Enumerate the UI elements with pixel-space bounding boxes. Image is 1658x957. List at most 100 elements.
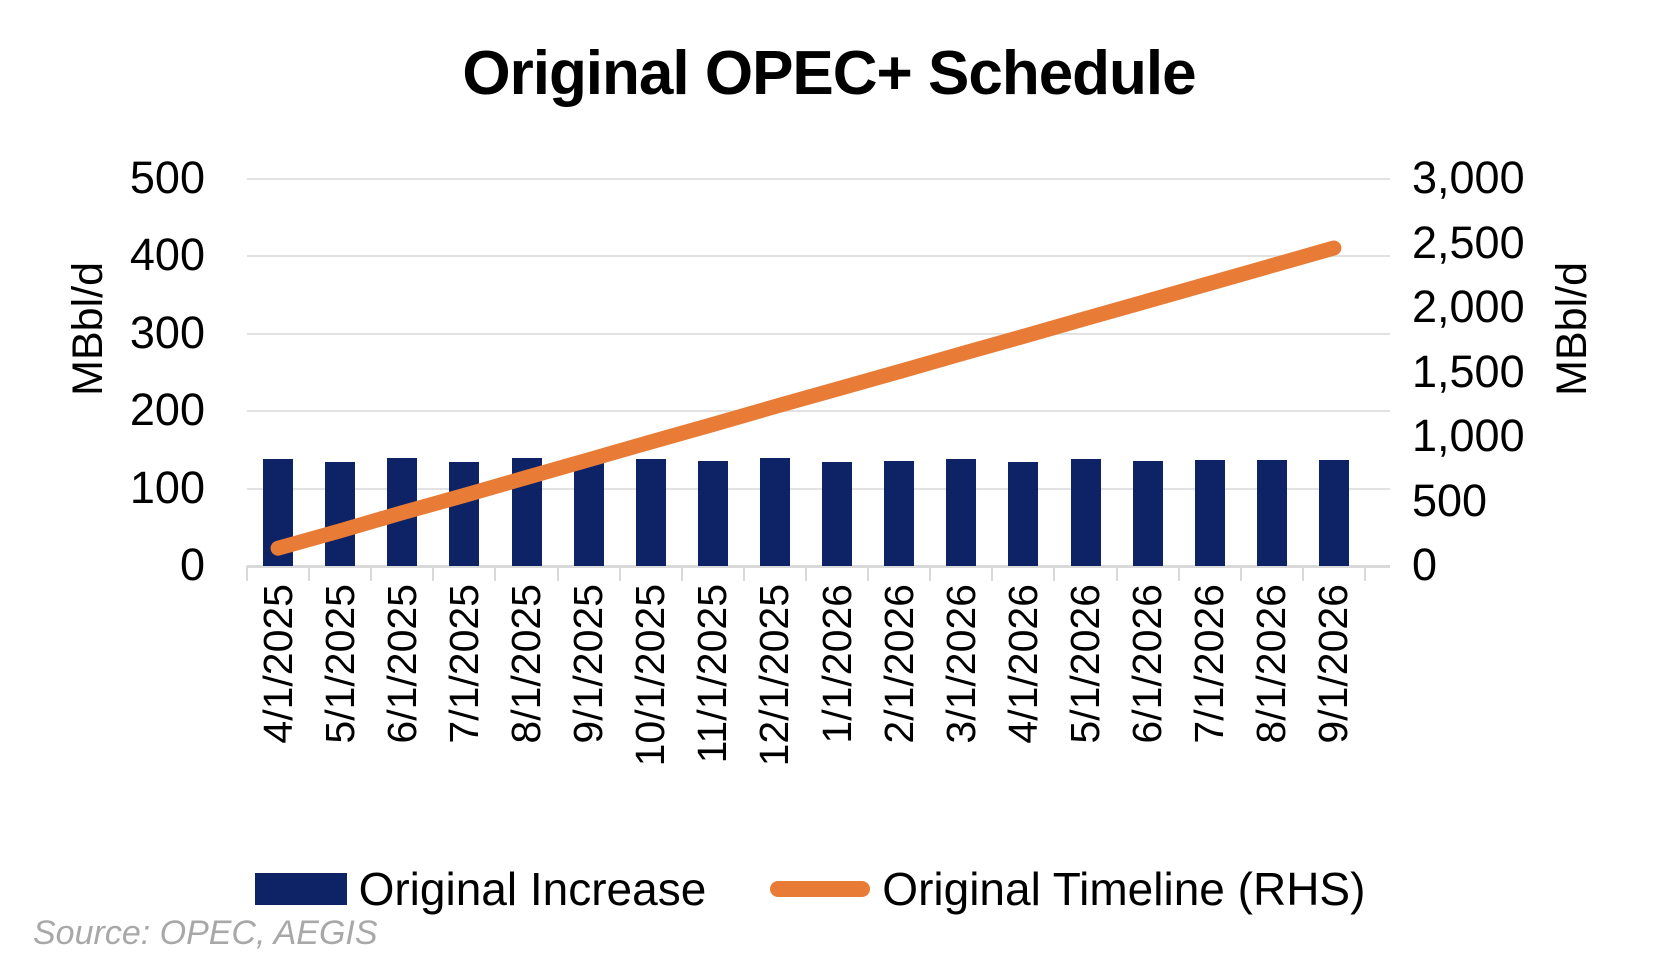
x-axis-tick-label-text: 4/1/2025: [254, 584, 301, 744]
x-axis-tick-label-text: 5/1/2025: [316, 584, 363, 744]
x-axis-tick-label: 6/1/2026: [1121, 584, 1175, 744]
x-axis-line: [247, 565, 1390, 568]
legend-bar-label: Original Increase: [358, 863, 707, 915]
legend-line-label: Original Timeline (RHS): [882, 863, 1366, 915]
gridline: [247, 487, 1390, 490]
bar-original-increase: [1318, 459, 1349, 566]
x-axis-tick: [991, 566, 994, 581]
x-axis-tick: [1115, 566, 1118, 581]
x-axis-tick-label: 5/1/2025: [313, 584, 367, 744]
chart-title: Original OPEC+ Schedule: [462, 39, 1196, 108]
y-axis-tick-label-left: 300: [129, 306, 205, 358]
y-axis-tick-label-right: 0: [1412, 538, 1438, 590]
bar-original-increase: [946, 459, 977, 566]
x-axis-tick-label: 11/1/2025: [686, 584, 740, 763]
x-axis-tick: [742, 566, 745, 581]
x-axis-tick-label-text: 4/1/2026: [999, 584, 1046, 744]
x-axis-tick-label: 5/1/2026: [1059, 584, 1113, 744]
x-axis-tick-label: 7/1/2025: [437, 584, 491, 744]
x-axis-tick-label-text: 3/1/2026: [937, 584, 984, 744]
y-axis-tick-label-right: 1,500: [1412, 345, 1525, 397]
left-axis-title: MBbl/d: [56, 262, 120, 482]
x-axis-tick: [618, 566, 621, 581]
y-axis-tick-label-right: 1,000: [1412, 409, 1525, 461]
bar-original-increase: [1008, 461, 1039, 566]
gridline: [247, 410, 1390, 413]
bar-original-increase: [325, 461, 356, 566]
x-axis-tick: [1301, 566, 1304, 581]
x-axis-tick-label-text: 1/1/2026: [813, 584, 860, 744]
x-axis-tick: [805, 566, 807, 581]
x-axis-tick: [1239, 566, 1242, 581]
bar-original-increase: [573, 459, 604, 566]
x-axis-tick-label: 3/1/2026: [934, 584, 988, 744]
y-axis-tick-label-left: 200: [129, 384, 205, 436]
legend-bar-swatch: [254, 873, 347, 905]
x-axis-tick-label: 4/1/2026: [996, 584, 1050, 744]
x-axis-tick: [494, 566, 497, 581]
x-axis-tick: [1053, 566, 1056, 581]
gridline: [247, 332, 1390, 335]
x-axis-tick: [308, 566, 311, 581]
bar-original-increase: [449, 462, 480, 566]
bar-original-increase: [1256, 459, 1287, 566]
x-axis-tick: [1364, 566, 1366, 581]
x-axis-tick: [370, 566, 373, 581]
bar-original-increase: [822, 461, 853, 566]
x-axis-tick-label-text: 7/1/2026: [1186, 584, 1233, 744]
chart-legend: Original Increase Original Timeline (RHS…: [0, 858, 1620, 920]
x-axis-tick: [432, 566, 435, 581]
x-axis-tick-label-text: 2/1/2026: [875, 584, 922, 744]
x-axis-tick-label-text: 5/1/2026: [1062, 584, 1108, 744]
y-axis-tick-label-right: 3,000: [1412, 151, 1525, 203]
x-axis-tick-label: 8/1/2025: [500, 584, 554, 744]
original-timeline-line: [270, 240, 1342, 556]
x-axis-tick-label-text: 12/1/2025: [751, 584, 798, 767]
legend-item-original-timeline: Original Timeline (RHS): [770, 862, 1365, 916]
bar-original-increase: [635, 459, 666, 566]
x-axis-tick-label-text: 10/1/2025: [627, 584, 674, 767]
x-axis-tick-label-text: 8/1/2025: [503, 584, 549, 744]
x-axis-tick-label: 9/1/2025: [562, 584, 616, 744]
x-axis-tick-label: 7/1/2026: [1183, 584, 1237, 744]
bar-original-increase: [884, 460, 915, 566]
x-axis-tick-label: 12/1/2025: [748, 584, 802, 766]
x-axis-tick-label: 2/1/2026: [872, 584, 926, 744]
timeline-line-chart: [270, 240, 1342, 556]
x-axis-tick-label: 10/1/2025: [624, 584, 678, 766]
x-axis-tick-label: 4/1/2025: [251, 584, 305, 744]
x-axis-tick: [680, 566, 683, 581]
y-axis-tick-label-right: 2,500: [1412, 216, 1525, 268]
y-axis-tick-label-right: 500: [1412, 474, 1488, 526]
x-axis-tick-label: 1/1/2026: [810, 584, 864, 744]
x-axis-tick-label-text: 9/1/2026: [1310, 584, 1357, 744]
y-axis-tick-label-right: 2,000: [1412, 280, 1525, 332]
bar-original-increase: [1070, 459, 1101, 566]
legend-item-original-increase: Original Increase: [254, 862, 707, 916]
y-axis-tick-label-left: 400: [129, 229, 205, 281]
x-axis-tick-label: 9/1/2026: [1307, 584, 1361, 744]
x-axis-tick-label-text: 7/1/2025: [440, 584, 487, 744]
x-axis-tick: [246, 566, 248, 581]
x-axis-tick-label-text: 6/1/2025: [378, 584, 425, 744]
bar-original-increase: [697, 460, 728, 566]
x-axis-tick: [1177, 566, 1180, 581]
bar-original-increase: [1194, 459, 1225, 566]
x-axis-tick-label-text: 8/1/2026: [1248, 584, 1295, 744]
bar-original-increase: [1132, 460, 1163, 566]
gridline: [247, 255, 1390, 258]
source-note: Source: OPEC, AEGIS: [33, 914, 378, 952]
x-axis-tick-label-text: 11/1/2025: [689, 584, 736, 764]
y-axis-tick-label-left: 500: [129, 151, 205, 203]
x-axis-tick: [556, 566, 559, 581]
x-axis-tick-label-text: 9/1/2025: [565, 584, 612, 744]
legend-line-swatch: [770, 881, 871, 897]
y-axis-tick-label-left: 100: [129, 461, 205, 513]
gridline: [247, 178, 1390, 180]
x-axis-tick: [867, 566, 870, 581]
x-axis-tick: [929, 566, 932, 581]
bar-original-increase: [759, 458, 790, 566]
x-axis-tick-label: 8/1/2026: [1245, 584, 1299, 744]
x-axis-tick-label: 6/1/2025: [375, 584, 429, 744]
